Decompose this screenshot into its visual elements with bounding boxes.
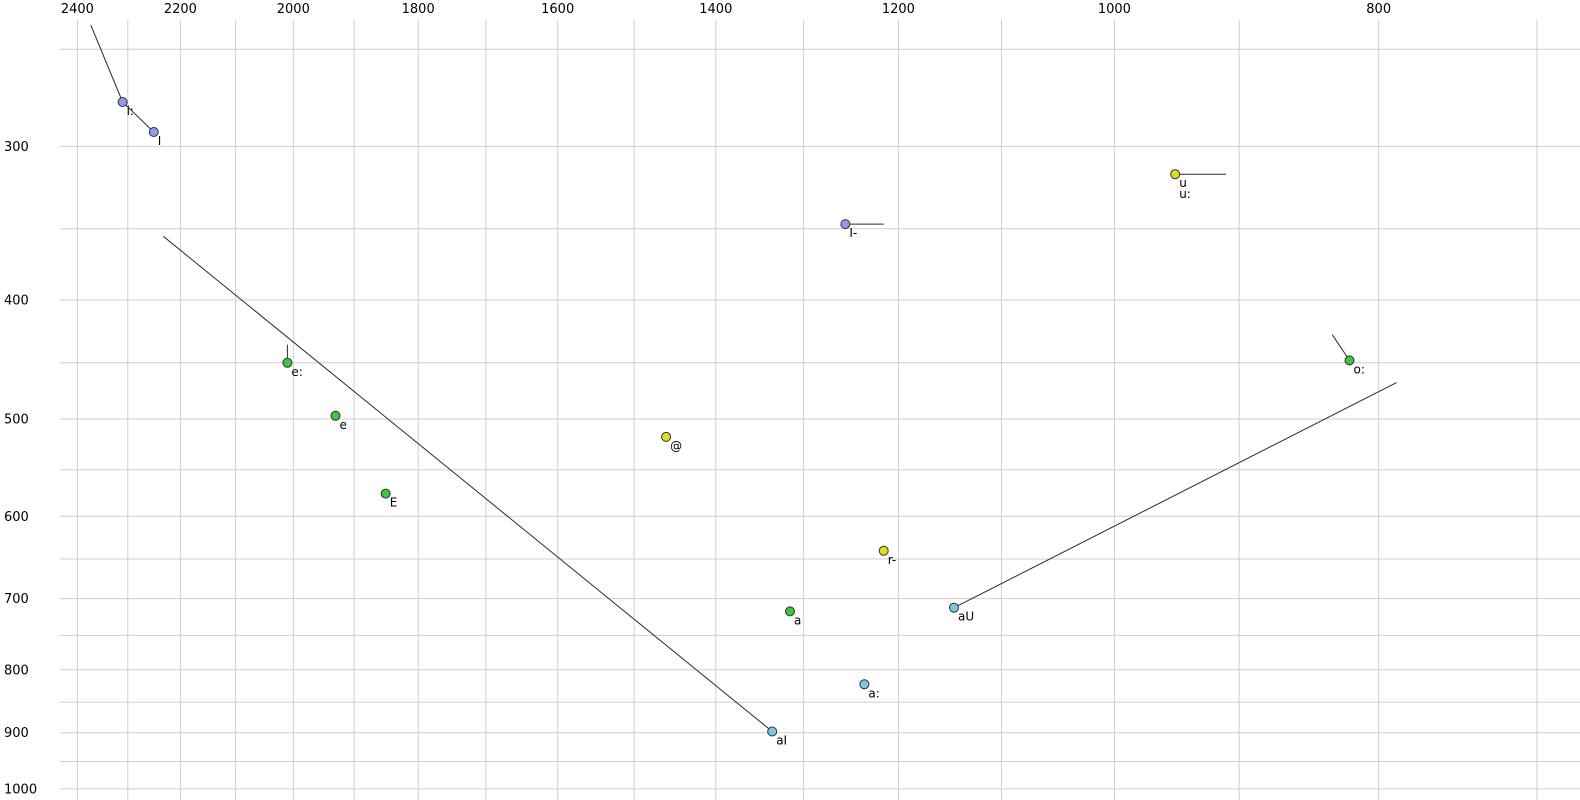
vowel-point-o:[interactable] [1344,355,1355,366]
y-tick-label-500: 500 [4,413,29,428]
x-tick-label-1200: 1200 [882,2,915,17]
vowel-point-e:[interactable] [282,357,293,368]
x-tick-label-800: 800 [1366,2,1391,17]
x-tick-label-1400: 1400 [699,2,732,17]
vowel-label-u: u [1179,176,1187,190]
trajectory-line-i-onset [90,24,124,103]
vowel-point-i:[interactable] [117,97,128,107]
vowel-label-u:: u: [1179,187,1191,201]
vowel-label-I-: I- [849,226,857,240]
y-tick-label-400: 400 [4,294,29,309]
x-tick-label-2200: 2200 [164,2,197,17]
x-tick-label-1600: 1600 [541,2,574,17]
y-tick-label-700: 700 [4,592,29,607]
vowel-point-@[interactable] [661,431,672,442]
vowel-label-o:: o: [1354,362,1365,376]
vowel-label-r-: r- [888,553,897,567]
y-tick-label-300: 300 [4,140,29,155]
vowel-point-u[interactable] [1170,169,1181,180]
vowel-point-a:[interactable] [859,679,870,690]
vowel-point-e[interactable] [330,410,341,421]
trajectory-line-i-to-I [122,101,155,133]
vowel-label-e:: e: [291,365,302,379]
vowel-point-aI[interactable] [767,726,778,737]
vowel-label-i:: i: [127,104,134,118]
trajectory-line-o-onset [1331,334,1350,361]
x-tick-label-2400: 2400 [61,2,94,17]
vowel-label-e: e [340,418,347,432]
vowel-label-I: I [158,134,162,148]
x-tick-label-1800: 1800 [402,2,435,17]
vowel-point-E[interactable] [380,488,391,499]
vowel-point-aU[interactable] [949,602,959,613]
y-tick-label-800: 800 [4,663,29,678]
x-tick-label-1000: 1000 [1098,2,1131,17]
vowel-point-r-[interactable] [878,545,889,556]
y-tick-label-600: 600 [4,510,29,525]
x-tick-label-2000: 2000 [277,2,310,17]
vowel-label-@: @ [670,439,682,453]
y-tick-label-900: 900 [4,726,29,741]
vowel-label-E: E [390,496,398,510]
vowel-point-I-[interactable] [840,219,851,230]
trajectory-line-aI-trajectory [162,235,773,732]
vowel-label-aI: aI [776,734,787,748]
trajectory-line-aU-trajectory [953,382,1397,609]
vowel-point-I[interactable] [148,127,159,137]
vowel-label-a:: a: [868,686,879,700]
vowel-label-aU: aU [958,610,974,624]
vowel-point-a[interactable] [785,606,795,617]
vowel-label-a: a [794,613,801,627]
y-tick-label-1000: 1000 [4,782,37,797]
